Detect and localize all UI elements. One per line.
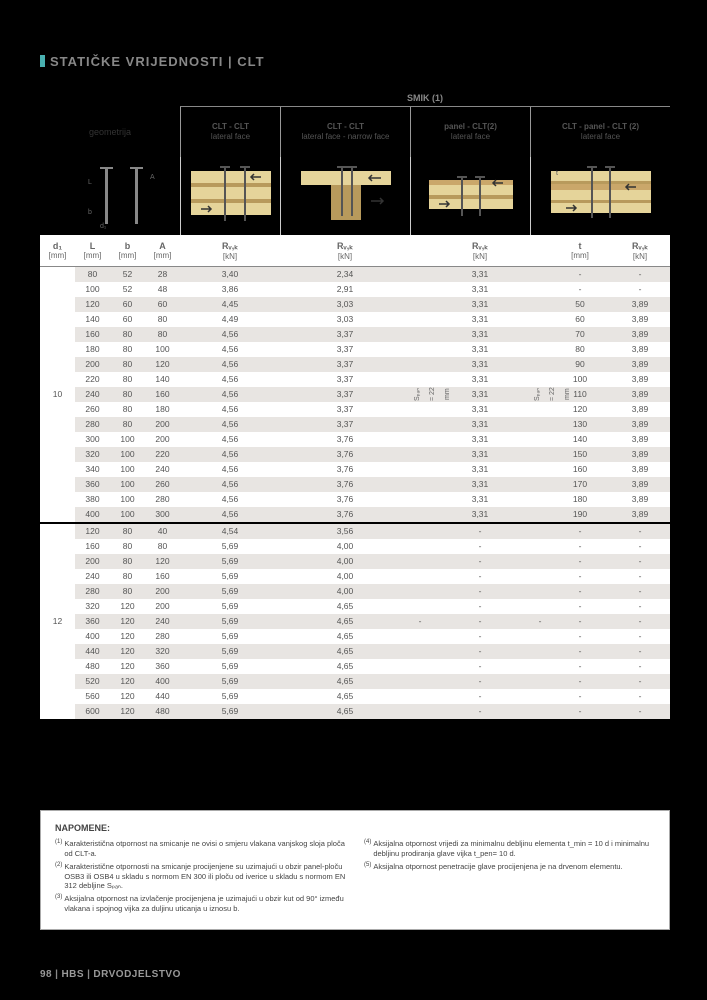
table-row: 280802005,694,00--- — [40, 584, 670, 599]
table-row: 3001002004,563,763,311403,89 — [40, 432, 670, 447]
svg-text:L: L — [88, 179, 92, 186]
table-row: 3201002204,563,763,311503,89 — [40, 447, 670, 462]
table-row: 3801002804,563,763,311803,89 — [40, 492, 670, 507]
column-headers: geometrija CLT - CLTlateral face CLT - C… — [40, 107, 670, 157]
table-row: 12060604,453,033,31503,89 — [40, 297, 670, 312]
diagram-c3 — [410, 157, 530, 235]
table-row: 200801205,694,00--- — [40, 554, 670, 569]
table-row: 180801004,563,373,31803,89 — [40, 342, 670, 357]
table-row: 4401203205,694,65--- — [40, 644, 670, 659]
smik-header: SMIK (1) — [180, 90, 670, 107]
note-item: (3)Aksijalna otpornost na izvlačenje pro… — [55, 894, 346, 913]
footer: 98|HBS|DRVODJELSTVO — [40, 969, 181, 980]
table-row: 10240801604,563,37Sₚₐₙ = 22 mm3,31Sₚₐₙ =… — [40, 387, 670, 402]
svg-text:b: b — [88, 209, 92, 216]
notes-box: NAPOMENE: (1)Karakteristična otpornost n… — [40, 810, 670, 930]
note-item: (2)Karakteristične otpornosti na smicanj… — [55, 862, 346, 890]
data-rows: 8052283,402,343,31--10052483,862,913,31-… — [40, 267, 670, 719]
table-row: 16080805,694,00--- — [40, 539, 670, 554]
table-row: 220801404,563,373,311003,89 — [40, 372, 670, 387]
table-row: 14060804,493,033,31603,89 — [40, 312, 670, 327]
table-row: 3201202005,694,65--- — [40, 599, 670, 614]
note-item: (1)Karakteristična otpornost na smicanje… — [55, 839, 346, 858]
col-clt-clt-lat: CLT - CLTlateral face — [180, 107, 280, 157]
svg-text:t: t — [556, 170, 558, 177]
col-clt-clt-narrow: CLT - CLTlateral face - narrow face — [280, 107, 410, 157]
diagram-c2 — [280, 157, 410, 235]
table-row: 6001204805,694,65--- — [40, 704, 670, 719]
table-row: 5601204405,694,65--- — [40, 689, 670, 704]
svg-text:d₁: d₁ — [100, 223, 107, 229]
diagram-geom: L b A d₁ — [40, 157, 180, 235]
diagram-c1 — [180, 157, 280, 235]
table-row: 3401002404,563,763,311603,89 — [40, 462, 670, 477]
notes-left: (1)Karakteristična otpornost na smicanje… — [55, 839, 346, 917]
main-table: SMIK (1) geometrija CLT - CLTlateral fac… — [40, 90, 670, 719]
notes-title: NAPOMENE: — [55, 823, 655, 833]
table-row: 200801204,563,373,31903,89 — [40, 357, 670, 372]
diagram-row: L b A d₁ — [40, 157, 670, 235]
table-row: 240801605,694,00--- — [40, 569, 670, 584]
col-panel-clt: panel - CLT(2)lateral face — [410, 107, 530, 157]
table-row: 4001202805,694,65--- — [40, 629, 670, 644]
table-row: 123601202405,694,65----- — [40, 614, 670, 629]
svg-text:A: A — [150, 174, 155, 181]
table-row: 3601002604,563,763,311703,89 — [40, 477, 670, 492]
screw-geom-icon: L b A d₁ — [50, 164, 170, 229]
diagram-c4: t — [530, 157, 670, 235]
table-row: 12080404,543,56--- — [40, 524, 670, 539]
notes-right: (4)Aksijalna otpornost vrijedi za minima… — [364, 839, 655, 917]
table-row: 16080804,563,373,31703,89 — [40, 327, 670, 342]
table-row: 4801203605,694,65--- — [40, 659, 670, 674]
table-row: 5201204005,694,65--- — [40, 674, 670, 689]
note-item: (4)Aksijalna otpornost vrijedi za minima… — [364, 839, 655, 858]
unit-header: d₁[mm] L[mm] b[mm] A[mm] Rᵥ,ₖ[kN] Rᵥ,ₖ[k… — [40, 235, 670, 267]
col-clt-panel-clt: CLT - panel - CLT (2)lateral face — [530, 107, 670, 157]
table-row: 10052483,862,913,31-- — [40, 282, 670, 297]
table-row: 280802004,563,373,311303,89 — [40, 417, 670, 432]
table-row: 8052283,402,343,31-- — [40, 267, 670, 282]
table-row: 260801804,563,373,311203,89 — [40, 402, 670, 417]
table-row: 4001003004,563,763,311903,89 — [40, 507, 670, 522]
col-geometrija: geometrija — [40, 107, 180, 157]
note-item: (5)Aksijalna otpornost penetracije glave… — [364, 862, 655, 871]
page-title: STATIČKE VRIJEDNOSTI | CLT — [40, 54, 265, 69]
